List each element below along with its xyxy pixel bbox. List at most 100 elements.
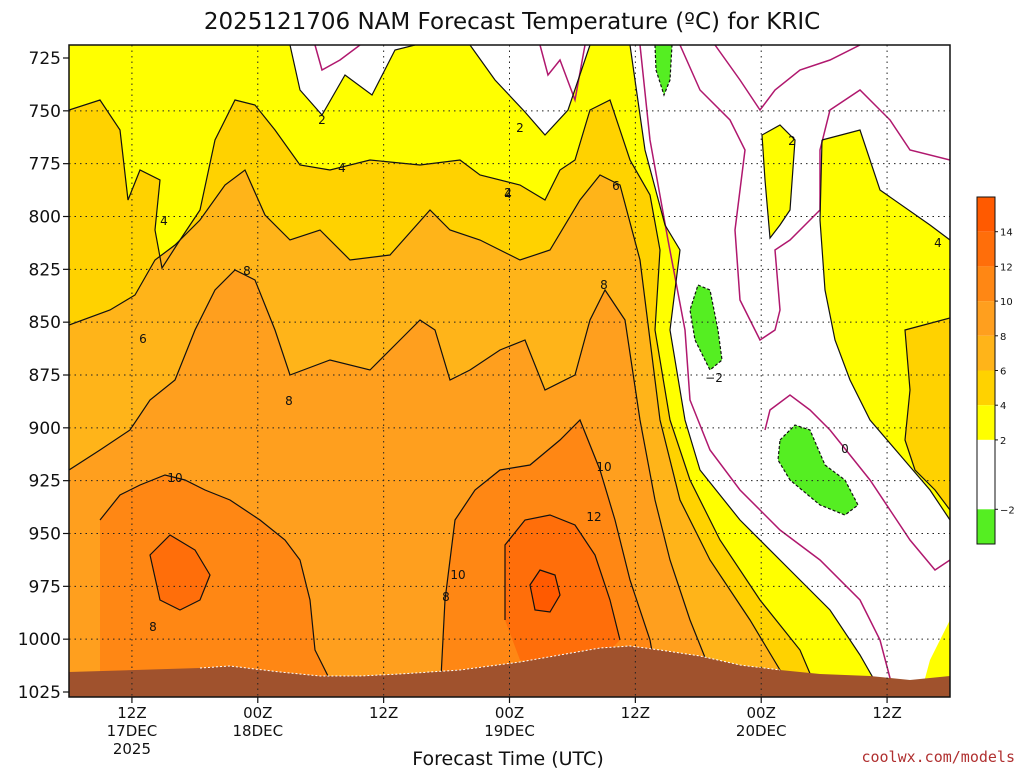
x-tick-date: 17DEC	[107, 722, 158, 740]
contour-label: 2	[504, 186, 512, 200]
contour-4	[69, 99, 821, 697]
colorbar-bin	[977, 405, 995, 440]
contour-6	[69, 169, 791, 697]
y-tick-label: 800	[29, 208, 61, 228]
plot-area	[69, 45, 950, 697]
contour-8	[69, 269, 721, 697]
contour-10	[99, 474, 331, 681]
y-tick-label: 750	[29, 102, 61, 122]
x-tick-date: 19DEC	[484, 722, 535, 740]
zero-line-a	[314, 45, 361, 72]
contour-12	[149, 534, 211, 611]
contour-4-east	[904, 317, 950, 511]
y-tick-label: 725	[29, 49, 61, 69]
colorbar-label: 4	[1000, 401, 1006, 412]
contour-14	[529, 569, 561, 613]
y-tick-label: 775	[29, 155, 61, 175]
contour-minus2-a	[654, 45, 673, 97]
colorbar-label: 2	[1000, 436, 1006, 447]
x-tick-date: 20DEC	[736, 722, 787, 740]
colorbar-label: −2	[1000, 505, 1015, 516]
temp-band-4-6-east	[905, 318, 950, 510]
contour-label: 2	[318, 113, 326, 127]
contour-label: 8	[285, 394, 293, 408]
y-tick-label: 1000	[18, 630, 61, 650]
colorbar-bin	[977, 301, 995, 336]
x-tick-label: 00Z	[495, 704, 524, 722]
y-tick-label: 850	[29, 313, 61, 333]
colorbar-label: 6	[1000, 367, 1006, 378]
zero-line-b	[539, 45, 586, 103]
temp-band-below-minus2-b	[690, 285, 722, 370]
credit-text: coolwx.com/models	[861, 748, 1015, 766]
temp-band-12-14-b	[505, 515, 620, 665]
contour-2-b	[469, 45, 591, 136]
x-tick-label: 00Z	[747, 704, 776, 722]
colorbar-bin	[977, 509, 995, 544]
contour-label: 6	[612, 179, 620, 193]
contour-label: 4	[160, 214, 168, 228]
temp-band-2-4-small	[762, 125, 795, 238]
contour-label: 4	[934, 236, 942, 250]
contour-label: −2	[705, 371, 723, 385]
x-tick-date: 18DEC	[232, 722, 283, 740]
colorbar-bin	[977, 335, 995, 371]
contour-2-east	[821, 129, 950, 241]
zero-line-f	[764, 394, 950, 571]
colorbar-label: 12	[1000, 262, 1013, 273]
x-tick-label: 12Z	[621, 704, 650, 722]
contour-label: 4	[504, 187, 512, 201]
x-tick-label: 12Z	[117, 704, 146, 722]
y-axis: 725 750 775 800 825 850 875 900 925 950 975 1000 102…	[18, 49, 69, 703]
chart-title: 2025121706 NAM Forecast Temperature (ºC)…	[204, 9, 820, 35]
contour-10-b	[439, 418, 661, 697]
colorbar-bin	[977, 231, 995, 267]
x-tick-label: 00Z	[243, 704, 272, 722]
contour-minus2-c	[777, 424, 859, 516]
y-tick-label: 975	[29, 577, 61, 597]
y-tick-label: 875	[29, 366, 61, 386]
grid	[69, 45, 950, 697]
contour-minus2-b	[689, 284, 723, 371]
colorbar-bin	[977, 370, 995, 406]
contour-label: 2	[788, 134, 796, 148]
colorbar: 14 12 10 8 6 4 2 −2	[976, 196, 1015, 545]
contour-label: 10	[596, 460, 611, 474]
y-tick-label: 900	[29, 419, 61, 439]
contour-label: 8	[149, 620, 157, 634]
x-tick-label: 12Z	[369, 704, 398, 722]
temp-band-below-minus2-a	[655, 45, 672, 95]
x-axis-label: Forecast Time (UTC)	[412, 748, 603, 768]
colorbar-bin	[977, 439, 995, 510]
terrain-edge	[199, 645, 781, 677]
contour-label: 12	[586, 510, 601, 524]
contour-label: 4	[338, 161, 346, 175]
contour-label: 10	[450, 568, 465, 582]
y-tick-label: 1025	[18, 683, 61, 703]
temp-band-14-16	[530, 570, 560, 612]
temp-band-12-14	[150, 535, 210, 610]
colorbar-label: 14	[1000, 228, 1013, 239]
contour-label: 8	[442, 590, 450, 604]
contour-label: 10	[167, 471, 182, 485]
contour-label: 8	[600, 278, 608, 292]
contour-2	[289, 45, 416, 117]
contour-12-b	[504, 514, 621, 641]
zero-line-d	[679, 45, 950, 342]
colorbar-label: 8	[1000, 332, 1006, 343]
y-tick-label: 950	[29, 525, 61, 545]
contour-label: 8	[243, 264, 251, 278]
y-tick-label: 825	[29, 260, 61, 280]
colorbar-bin	[977, 266, 995, 302]
terrain	[69, 646, 950, 697]
contour-2-east-b	[819, 139, 950, 521]
zero-line-e	[714, 45, 861, 112]
x-tick-year: 2025	[113, 740, 151, 758]
contour-2-c	[629, 45, 881, 691]
contour-label: 0	[841, 442, 849, 456]
temp-band-below-minus2-c	[778, 425, 858, 515]
colorbar-bin	[977, 197, 995, 232]
